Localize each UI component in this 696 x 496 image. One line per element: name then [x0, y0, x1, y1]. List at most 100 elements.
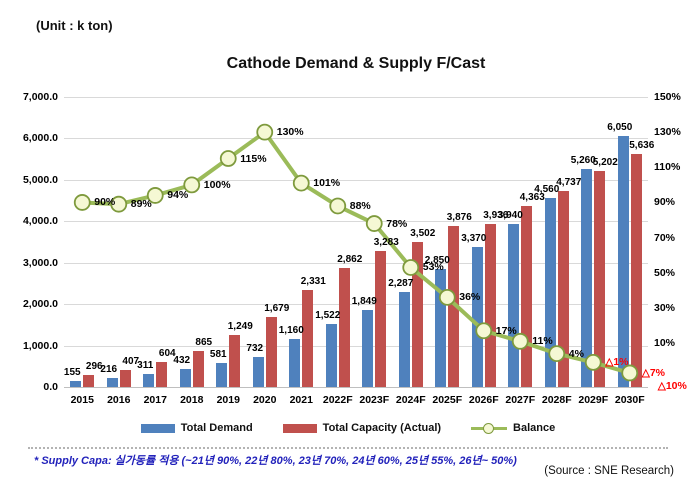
x-axis-label: 2028F [541, 394, 572, 406]
capacity-bar [83, 374, 95, 387]
left-axis-tick: 2,000.0 [22, 298, 58, 311]
capacity-bar [229, 335, 241, 387]
capacity-value-label: 3,876 [446, 212, 472, 224]
balance-value-label: 90% [94, 196, 116, 209]
demand-bar [508, 223, 520, 387]
x-axis-label: 2022F [322, 394, 353, 406]
capacity-value-label: 4,363 [519, 192, 545, 204]
capacity-bar [484, 223, 496, 387]
capacity-value-label: 1,249 [227, 321, 253, 333]
gridline [64, 345, 648, 347]
capacity-value-label: 4,737 [556, 176, 582, 188]
demand-bar [216, 362, 228, 387]
x-axis-label: 2020 [253, 394, 277, 406]
left-axis-tick: 6,000.0 [22, 132, 58, 145]
balance-value-label: 88% [349, 199, 371, 212]
right-axis-tick: 30% [654, 301, 676, 314]
demand-bar [106, 378, 118, 387]
gridline [64, 221, 648, 223]
demand-bar [544, 198, 556, 387]
chart-title: Cathode Demand & Supply F/Cast [226, 55, 486, 72]
capacity-value-label: 2,862 [337, 254, 363, 266]
capacity-bar [594, 171, 606, 387]
demand-value-label: 155 [63, 366, 81, 378]
left-axis-tick: 7,000.0 [22, 91, 58, 103]
demand-bar [435, 268, 447, 387]
capacity-bar [119, 370, 131, 387]
demand-value-label: 1,849 [351, 296, 377, 308]
capacity-value-label: 296 [85, 360, 103, 372]
capacity-value-label: 407 [122, 356, 140, 368]
capacity-bar [557, 190, 569, 387]
balance-value-label: 130% [276, 126, 304, 139]
demand-bar [289, 338, 301, 387]
legend-item-total-demand: Total Demand [140, 422, 253, 434]
balance-value-label: 11% [532, 335, 553, 348]
capacity-bar [521, 206, 533, 387]
gridline [64, 304, 648, 306]
balance-value-label: 100% [203, 178, 231, 191]
demand-value-label: 216 [100, 364, 118, 376]
demand-bar [70, 380, 82, 387]
x-axis-label: 2018 [180, 394, 204, 406]
capacity-value-label: 865 [195, 337, 213, 349]
left-axis-tick: 5,000.0 [22, 173, 58, 186]
balance-value-label: 36% [459, 291, 481, 304]
demand-bar [179, 369, 191, 387]
capacity-value-label: 5,202 [592, 157, 618, 169]
x-axis-label: 2026F [468, 394, 499, 406]
right-axis-tick: 50% [654, 266, 676, 279]
demand-value-label: 732 [246, 342, 264, 354]
legend-item-balance: Balance [471, 422, 555, 434]
right-axis-tick: 10% [654, 337, 676, 350]
x-axis-label: 2021 [289, 394, 313, 406]
demand-value-label: 581 [209, 348, 227, 360]
demand-value-label: 1,160 [278, 324, 304, 336]
demand-bar [362, 310, 374, 387]
balance-value-label: 17% [495, 324, 517, 337]
x-axis-label: 2030F [614, 394, 645, 406]
x-axis-label: 2025F [432, 394, 463, 406]
right-axis-tick: 150% [654, 91, 681, 103]
capacity-value-label: 1,679 [264, 303, 290, 315]
balance-value-label: △7% [641, 366, 666, 379]
gridline [64, 138, 648, 140]
right-axis-tick: 90% [654, 196, 676, 209]
balance-value-label: 53% [422, 261, 444, 274]
demand-value-label: 2,850 [424, 254, 450, 266]
demand-value-label: 432 [173, 355, 191, 367]
x-axis-label: 2023F [359, 394, 390, 406]
capacity-value-label: 3,502 [410, 227, 436, 239]
x-axis-label: 2017 [143, 394, 167, 406]
left-axis-tick: 3,000.0 [22, 256, 58, 269]
gridline [64, 97, 648, 98]
capacity-value-label: 3,936 [483, 209, 509, 221]
demand-value-label: 2,287 [388, 278, 414, 290]
legend-item-total-capacity: Total Capacity (Actual) [282, 422, 441, 434]
balance-value-label: 4% [568, 347, 584, 360]
demand-value-label: 311 [137, 360, 154, 372]
gridline [64, 179, 648, 181]
demand-bar [581, 169, 593, 387]
capacity-bar [375, 250, 387, 387]
right-axis-tick: 130% [654, 126, 681, 139]
x-axis-label: 2015 [70, 394, 94, 406]
legend: Total Demand Total Capacity (Actual) Bal… [0, 422, 696, 434]
x-axis-label: 2016 [107, 394, 131, 406]
x-axis-label: 2024F [395, 394, 426, 406]
left-axis-tick: 0.0 [43, 381, 58, 393]
balance-value-label: 94% [167, 189, 189, 202]
demand-value-label: 6,050 [607, 122, 633, 134]
capacity-bar [302, 290, 314, 387]
right-axis-tick: 110% [654, 161, 681, 174]
capacity-value-label: 2,331 [300, 276, 326, 288]
balance-annotation: △10% [657, 379, 687, 392]
supply-capa-footnote: * Supply Capa: 실가동률 적용 (~21년 90%, 22년 80… [34, 455, 517, 467]
demand-bar [325, 323, 337, 387]
demand-swatch [140, 423, 175, 433]
balance-value-label: 101% [313, 177, 341, 190]
demand-value-label: 3,940 [497, 209, 523, 221]
right-axis-tick: 70% [654, 231, 676, 244]
x-axis-line [64, 387, 648, 388]
